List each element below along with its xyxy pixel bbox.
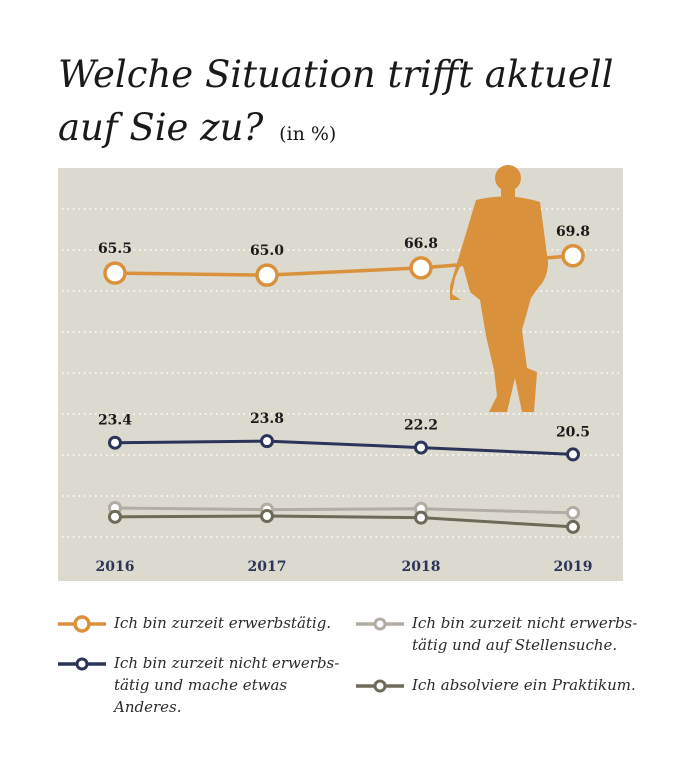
x-tick-label: 2016 — [96, 559, 135, 575]
legend-label-job-seeking-line1: Ich bin zurzeit nicht erwerbs- — [412, 614, 638, 632]
legend-item-job-seeking: Ich bin zurzeit nicht erwerbs- tätig und… — [356, 612, 656, 660]
title-unit: (in %) — [279, 123, 337, 145]
legend-item-other-activity: Ich bin zurzeit nicht erwerbs- tätig und… — [58, 652, 358, 716]
data-point — [566, 505, 580, 520]
legend-item-internship: Ich absolviere ein Praktikum. — [356, 674, 656, 700]
legend-label-internship: Ich absolviere ein Praktikum. — [412, 676, 636, 694]
data-label: 69.8 — [556, 224, 590, 240]
data-label: 66.8 — [404, 236, 438, 252]
legend-marker-internship — [356, 679, 404, 693]
data-label: 20.5 — [556, 424, 590, 440]
data-label: 65.0 — [250, 243, 284, 259]
series-line-0 — [114, 254, 574, 277]
data-point — [108, 435, 122, 450]
legend-marker-other-activity — [58, 657, 106, 671]
data-point — [414, 440, 428, 455]
x-tick-label: 2019 — [554, 559, 593, 575]
legend-label-job-seeking: Ich bin zurzeit nicht erwerbs- tätig und… — [412, 612, 637, 656]
legend-marker-employed — [58, 615, 106, 633]
x-tick-label: 2017 — [248, 559, 287, 575]
data-point — [260, 434, 274, 449]
data-point — [414, 510, 428, 525]
data-point — [561, 244, 585, 268]
data-label: 23.8 — [250, 411, 284, 427]
title-line-2: auf Sie zu? — [58, 106, 264, 149]
legend-item-employed: Ich bin zurzeit erwerbstätig. — [58, 612, 338, 638]
data-point — [566, 447, 580, 462]
data-point — [108, 509, 122, 524]
chart-marks: 65.5 65.0 66.8 69.8 23.4 23.8 22.2 20.5 2016 2017… — [96, 224, 593, 575]
data-point — [103, 261, 127, 285]
data-point — [566, 519, 580, 534]
data-point — [409, 256, 433, 280]
x-tick-label: 2018 — [402, 559, 441, 575]
series-line-2 — [114, 506, 574, 515]
data-label: 22.2 — [404, 418, 438, 434]
series-line-1 — [114, 439, 574, 456]
data-label: 23.4 — [98, 413, 132, 429]
legend-label-other-activity: Ich bin zurzeit nicht erwerbs- tätig und… — [114, 652, 358, 718]
legend-label-employed: Ich bin zurzeit erwerbstätig. — [114, 614, 332, 632]
chart-title: Welche Situation trifft aktuell auf Sie … — [58, 48, 658, 161]
standing-man-silhouette-icon — [450, 165, 548, 412]
legend-marker-job-seeking — [356, 617, 404, 631]
title-line-1: Welche Situation trifft aktuell — [58, 53, 614, 96]
data-label: 65.5 — [98, 241, 132, 257]
legend-label-job-seeking-line2: tätig und auf Stellensuche. — [412, 636, 618, 654]
data-point — [255, 263, 279, 287]
legend-label-other-activity-line1: Ich bin zurzeit nicht erwerbs- — [114, 654, 340, 672]
data-point — [260, 509, 274, 524]
legend-label-other-activity-line2: tätig und mache etwas Anderes. — [114, 676, 288, 716]
series-line-3 — [114, 514, 574, 529]
